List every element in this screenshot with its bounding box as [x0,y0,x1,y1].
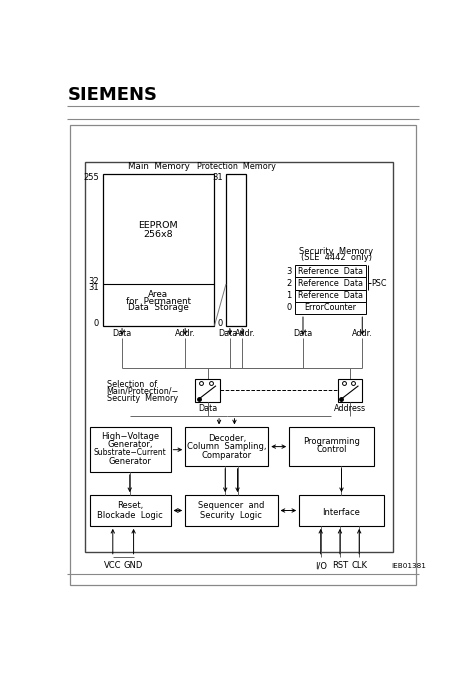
Bar [295,265,366,277]
Text: Data: Data [112,329,132,338]
Bar [226,174,246,326]
Text: Area: Area [148,290,168,299]
Text: 2: 2 [286,279,292,288]
Bar [185,495,278,526]
Text: Column  Sampling,: Column Sampling, [187,442,266,451]
Text: Substrate−Current: Substrate−Current [94,448,166,457]
Text: Blockade  Logic: Blockade Logic [97,511,163,520]
Text: Protection  Memory: Protection Memory [197,162,275,170]
Bar [295,290,366,302]
Text: 0: 0 [218,319,223,328]
Text: 1: 1 [286,291,292,300]
Bar [90,495,171,526]
Text: Addr.: Addr. [352,329,373,338]
Bar [185,428,268,466]
Text: 0: 0 [286,304,292,313]
Bar [295,277,366,290]
Text: CLK: CLK [351,561,367,570]
Text: Reference  Data: Reference Data [298,291,363,300]
Text: SIEMENS: SIEMENS [68,87,158,105]
Text: Data: Data [218,329,237,338]
Text: Address: Address [334,403,366,412]
Bar [85,162,393,552]
Text: Data: Data [198,403,217,412]
Text: (SLE  4442  only): (SLE 4442 only) [301,254,372,263]
Text: Decoder,: Decoder, [208,434,246,443]
Text: Interface: Interface [322,507,360,516]
Text: VCC: VCC [104,561,121,570]
Text: Sequencer  and: Sequencer and [198,502,264,510]
Text: 31: 31 [88,283,99,292]
Text: 31: 31 [212,173,223,182]
Bar [103,174,214,326]
Text: Data  Storage: Data Storage [128,304,189,313]
Bar [70,125,416,585]
Text: I/O: I/O [315,561,327,570]
Bar [195,379,220,402]
Text: for  Permanent: for Permanent [126,297,191,306]
Text: 3: 3 [286,267,292,276]
Text: Programming: Programming [303,437,360,446]
Text: Comparator: Comparator [202,450,252,459]
Text: Security  Logic: Security Logic [201,511,262,520]
Text: Main  Memory: Main Memory [128,162,190,170]
Text: Reference  Data: Reference Data [298,279,363,288]
Text: Security  Memory: Security Memory [299,247,373,256]
Text: Security  Memory: Security Memory [107,394,178,403]
Text: ErrorCounter: ErrorCounter [305,304,357,313]
Text: 0: 0 [94,319,99,328]
Text: Reference  Data: Reference Data [298,267,363,276]
Bar [90,428,171,472]
Text: PSC: PSC [372,279,387,288]
Text: Addr.: Addr. [175,329,196,338]
Text: Addr.: Addr. [235,329,255,338]
Bar [295,302,366,314]
Text: High−Voltage: High−Voltage [101,432,159,441]
Text: 32: 32 [88,277,99,286]
Text: Generator: Generator [109,457,152,466]
Text: 256x8: 256x8 [144,229,173,238]
Text: GND: GND [124,561,143,570]
Text: Generator,: Generator, [108,440,153,449]
Text: RST: RST [332,561,348,570]
Text: Main/Protection/−: Main/Protection/− [107,387,179,396]
Bar [299,495,384,526]
Text: Reset,: Reset, [117,502,143,510]
Text: Control: Control [316,445,346,454]
Bar [289,428,374,466]
Bar [337,379,362,402]
Text: 255: 255 [83,173,99,182]
Text: EEPROM: EEPROM [138,221,178,230]
Text: Selection  of: Selection of [107,380,157,389]
Text: Data: Data [293,329,313,338]
Text: IEB01381: IEB01381 [392,563,427,569]
